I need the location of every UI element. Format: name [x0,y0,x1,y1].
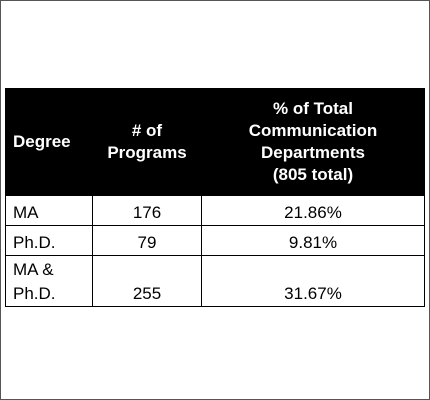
table-row-ma: MA 176 21.86% [5,195,425,226]
header-row: Degree # of Programs % of Total Communic… [5,88,425,196]
cell-programs: 255 [92,255,202,307]
cell-programs: 176 [92,195,202,226]
cell-degree: MA & Ph.D. [5,255,93,307]
cell-percent: 31.67% [201,255,425,307]
cell-programs: 79 [92,225,202,256]
cell-degree: MA [5,195,93,226]
table-header: Degree # of Programs % of Total Communic… [5,88,425,196]
header-percent: % of Total Communication Departments (80… [201,88,425,196]
degree-programs-table: Degree # of Programs % of Total Communic… [5,88,425,307]
cell-degree: Ph.D. [5,225,93,256]
header-programs: # of Programs [92,88,202,196]
cell-percent: 9.81% [201,225,425,256]
table-row-phd: Ph.D. 79 9.81% [5,225,425,256]
table-row-ma-and-phd: MA & Ph.D. 255 31.67% [5,255,425,307]
header-degree: Degree [5,88,93,196]
cell-percent: 21.86% [201,195,425,226]
table-body: MA 176 21.86% Ph.D. 79 9.81% MA & Ph.D. … [5,195,425,307]
